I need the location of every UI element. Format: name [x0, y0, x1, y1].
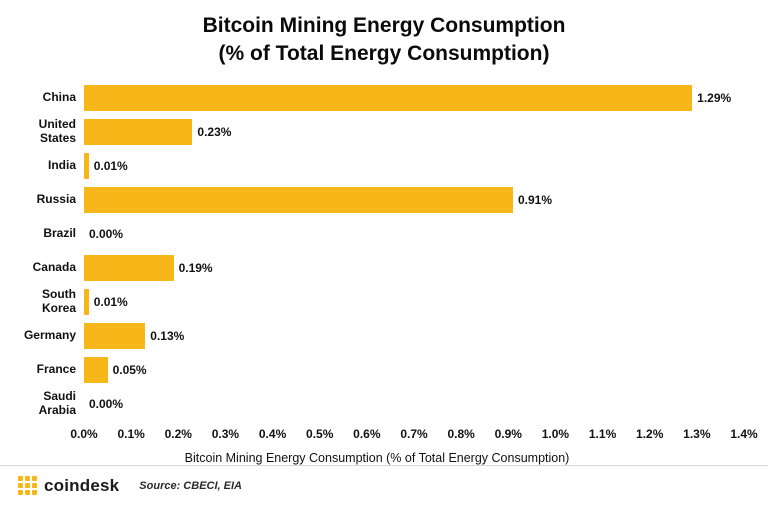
plot-area: 0.01%: [84, 149, 744, 183]
x-tick-label: 1.0%: [541, 426, 570, 441]
plot-area: 0.23%: [84, 115, 744, 149]
chart-row: United States 0.23%: [10, 115, 744, 149]
value-label: 0.05%: [112, 362, 147, 377]
plot-area: 0.19%: [84, 251, 744, 285]
chart-row: Saudi Arabia 0.00%: [10, 387, 744, 421]
bar: [84, 288, 89, 315]
x-tick-label: 1.3%: [683, 426, 711, 441]
category-label: Canada: [32, 259, 76, 274]
x-tick-label: 0.7%: [400, 426, 428, 441]
chart-title: Bitcoin Mining Energy Consumption (% of …: [0, 0, 768, 69]
category-label: United States: [38, 116, 76, 145]
chart-row: Brazil 0.00%: [10, 217, 744, 251]
bar: [84, 118, 193, 145]
x-tick-label: 0.9%: [494, 426, 522, 441]
plot-area: 0.13%: [84, 319, 744, 353]
bar: [84, 322, 146, 349]
bar: [84, 254, 174, 281]
source-attribution: Source: CBECI, EIA: [139, 479, 242, 492]
bar: [84, 152, 89, 179]
category-label: India: [47, 157, 76, 172]
value-label: 0.00%: [89, 396, 124, 411]
plot-area: 0.01%: [84, 285, 744, 319]
chart-title-line-1: Bitcoin Mining Energy Consumption: [202, 14, 566, 37]
coindesk-logo-icon: [18, 476, 37, 496]
plot-area: 0.00%: [84, 387, 744, 421]
value-label: 1.29%: [697, 90, 732, 105]
x-tick-label: 0.4%: [258, 426, 287, 441]
x-tick-label: 0.5%: [306, 426, 334, 441]
bar: [84, 186, 513, 213]
category-label: Germany: [23, 327, 76, 342]
coindesk-logo: coindesk: [18, 476, 119, 496]
bar: [84, 356, 108, 383]
brand-name: coindesk: [44, 475, 120, 495]
value-label: 0.13%: [150, 328, 185, 343]
chart-row: India 0.01%: [10, 149, 744, 183]
x-tick-label: 0.8%: [447, 426, 475, 441]
chart-row: South Korea 0.01%: [10, 285, 744, 319]
chart-row: Russia 0.91%: [10, 183, 744, 217]
chart-row: France 0.05%: [10, 353, 744, 387]
category-label: South Korea: [41, 286, 76, 315]
plot-area: 0.91%: [84, 183, 744, 217]
x-tick-label: 0.0%: [70, 426, 98, 441]
plot-area: 0.00%: [84, 217, 744, 251]
value-label: 0.00%: [89, 226, 124, 241]
x-tick-label: 0.6%: [353, 426, 381, 441]
value-label: 0.01%: [93, 158, 128, 173]
value-label: 0.19%: [178, 260, 213, 275]
bar: [84, 84, 693, 111]
x-tick-label: 0.3%: [211, 426, 240, 441]
category-label: France: [36, 361, 76, 376]
x-axis-ticks: 0.0% 0.1% 0.2% 0.3% 0.4% 0.5% 0.6% 0.7% 0.8% 0.9%…: [70, 426, 757, 443]
chart-row: China 1.29%: [10, 81, 744, 115]
chart-row: Canada 0.19%: [10, 251, 744, 285]
bar-chart: China 1.29% United States 0.23% India 0.01% Ru…: [10, 81, 758, 465]
category-label: Brazil: [43, 225, 76, 240]
chart-title-line-2: (% of Total Energy Consumption): [218, 42, 550, 66]
x-tick-label: 0.1%: [117, 426, 145, 441]
category-label: China: [42, 89, 76, 104]
x-axis-label: Bitcoin Mining Energy Consumption (% of …: [184, 450, 570, 465]
x-tick-label: 1.1%: [588, 426, 617, 441]
chart-row: Germany 0.13%: [10, 319, 744, 353]
value-label: 0.01%: [93, 294, 128, 309]
category-label: Russia: [36, 191, 76, 206]
plot-area: 0.05%: [84, 353, 744, 387]
value-label: 0.23%: [197, 124, 232, 139]
footer: coindesk Source: CBECI, EIA: [0, 464, 768, 508]
x-tick-label: 1.2%: [636, 426, 664, 441]
plot-rows: China 1.29% United States 0.23% India 0.01% Ru…: [10, 81, 744, 421]
x-tick-label: 1.4%: [730, 426, 758, 441]
category-label: Saudi Arabia: [38, 388, 76, 417]
x-tick-label: 0.2%: [164, 426, 192, 441]
value-label: 0.91%: [518, 192, 553, 207]
plot-area: 1.29%: [84, 81, 744, 115]
